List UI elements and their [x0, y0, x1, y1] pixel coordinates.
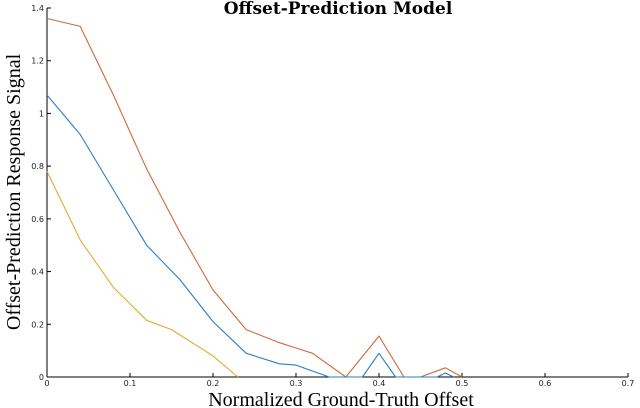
x-tick-label: 0.6 [539, 379, 552, 388]
axes [46, 8, 628, 378]
y-ticks: 0 0.2 0.4 0.6 0.8 1 1.2 1.4 [31, 4, 51, 382]
x-tick-label: 0.1 [124, 379, 137, 388]
x-tick-label: 0.3 [290, 379, 303, 388]
x-axis-label: Normalized Ground-Truth Offset [208, 389, 474, 408]
plot-series [46, 17, 463, 378]
y-tick-label: 0.4 [31, 268, 44, 277]
y-tick-label: 1 [39, 109, 44, 118]
series-line-2 [46, 94, 454, 378]
series-line-1 [46, 17, 463, 378]
y-tick-label: 0.2 [31, 320, 44, 329]
y-tick-label: 0.6 [31, 215, 44, 224]
y-tick-label: 0 [39, 373, 44, 382]
y-tick-label: 0.8 [31, 162, 44, 171]
series-line-3 [46, 171, 239, 378]
x-tick-label: 0.7 [622, 379, 635, 388]
x-tick-label: 0.2 [207, 379, 220, 388]
x-ticks: 0 0.1 0.2 0.3 0.4 0.5 0.6 0.7 [44, 373, 634, 388]
chart-title: Offset-Prediction Model [224, 0, 453, 19]
y-tick-label: 1.2 [31, 57, 44, 66]
y-tick-label: 1.4 [31, 4, 44, 13]
x-tick-label: 0.4 [373, 379, 386, 388]
y-axis-label: Offset-Prediction Response Signal [3, 53, 25, 330]
x-tick-label: 0.5 [456, 379, 469, 388]
x-tick-label: 0 [44, 379, 49, 388]
